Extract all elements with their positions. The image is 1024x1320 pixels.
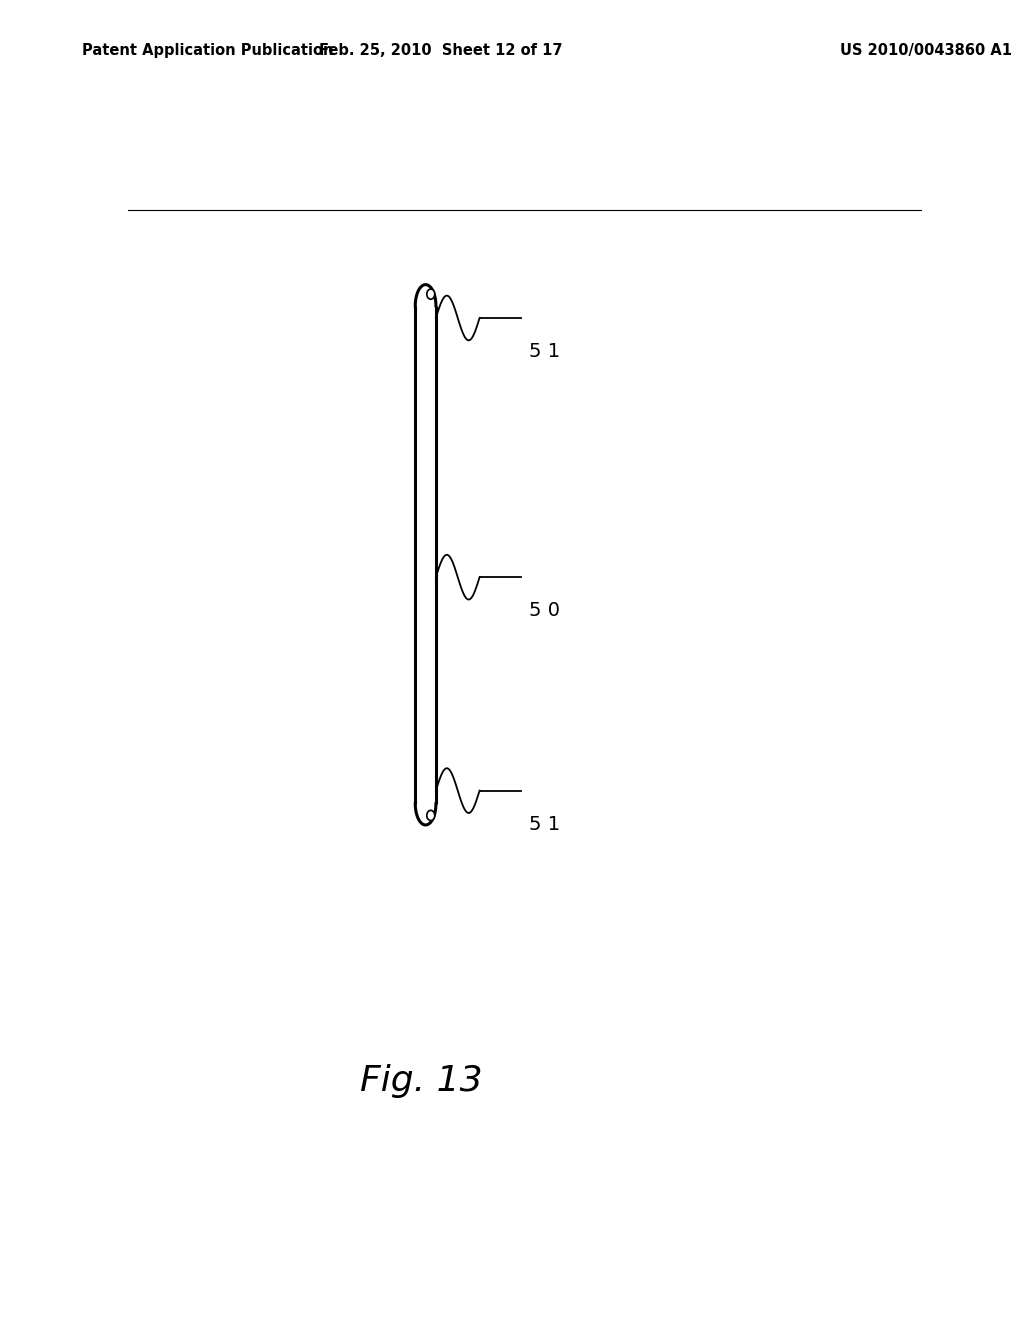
Circle shape [427, 289, 435, 300]
Circle shape [427, 810, 435, 821]
Text: Fig. 13: Fig. 13 [360, 1064, 483, 1098]
Text: US 2010/0043860 A1: US 2010/0043860 A1 [840, 42, 1012, 58]
Text: 5 1: 5 1 [528, 814, 560, 834]
Text: 5 1: 5 1 [528, 342, 560, 360]
Text: Feb. 25, 2010  Sheet 12 of 17: Feb. 25, 2010 Sheet 12 of 17 [318, 42, 562, 58]
Text: Patent Application Publication: Patent Application Publication [82, 42, 334, 58]
Text: 5 0: 5 0 [528, 601, 560, 620]
